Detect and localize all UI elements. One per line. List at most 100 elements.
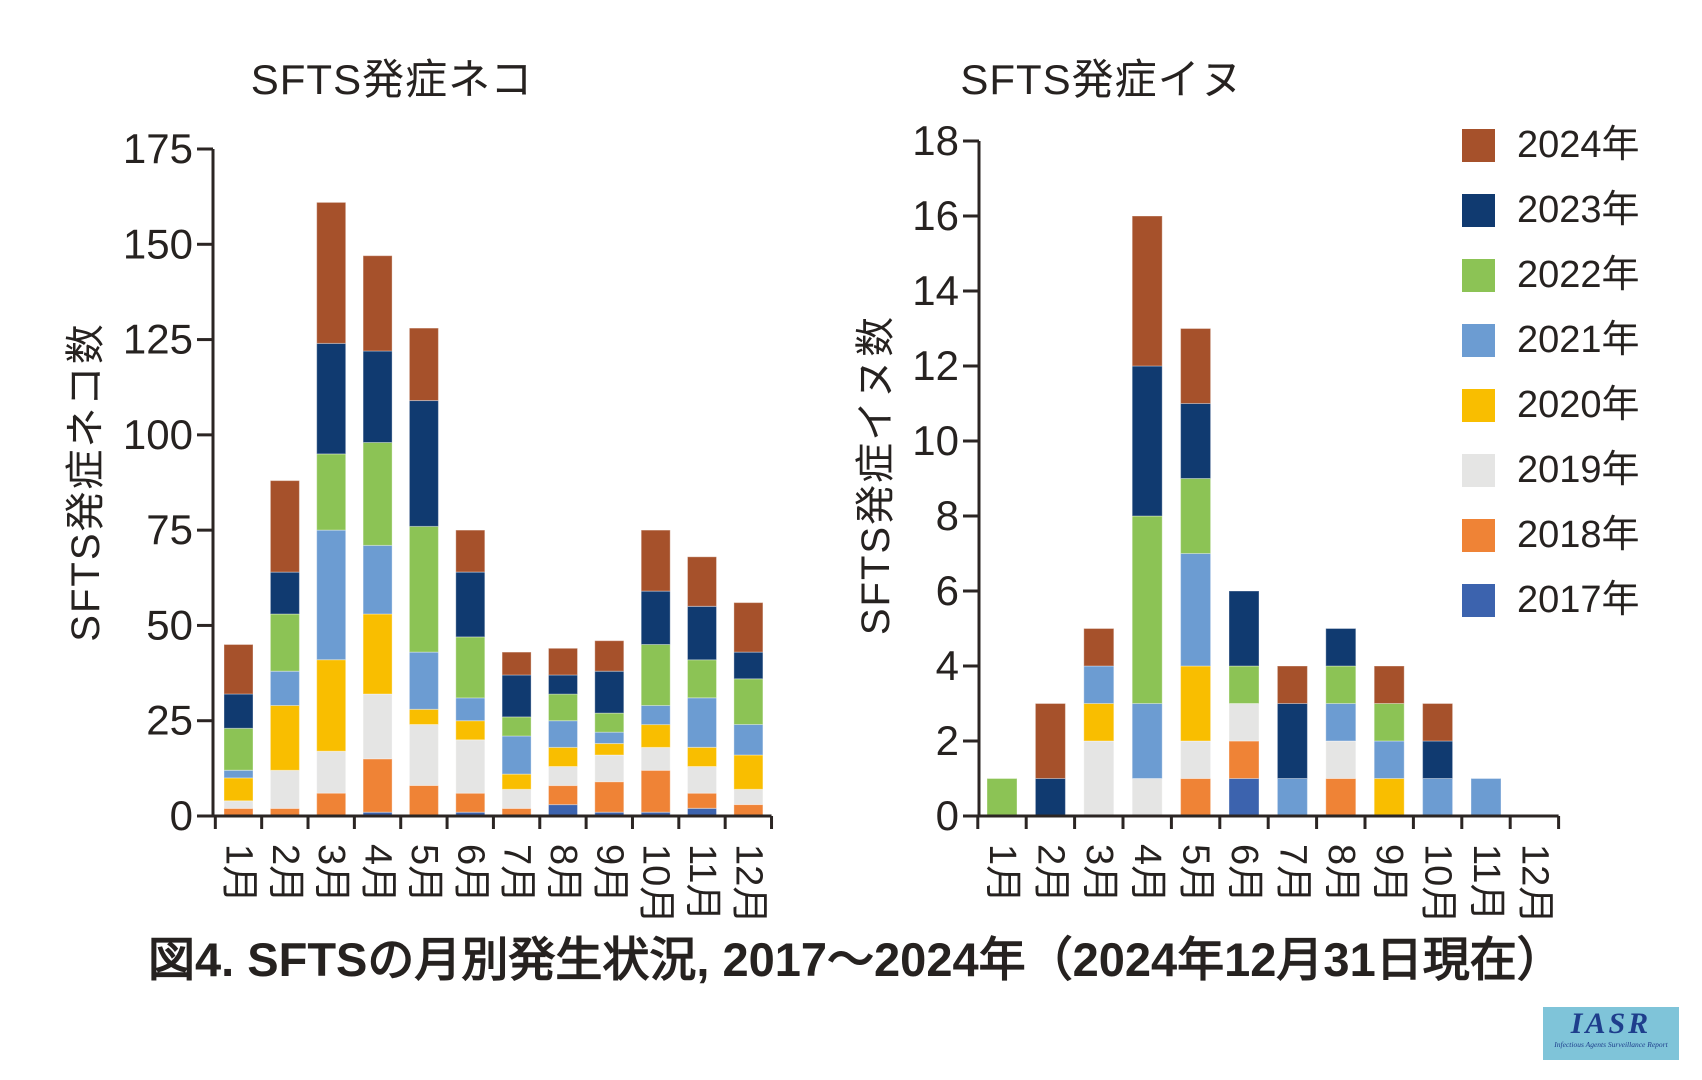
cats-bar-3月-2018年 — [316, 792, 347, 817]
cats-bar-6月-2020年 — [455, 720, 486, 741]
dogs-bar-6月-2023年 — [1228, 590, 1260, 667]
cats-bar-7月-2020年 — [501, 773, 532, 790]
dogs-bar-10月-2021年 — [1422, 778, 1454, 817]
cats-bar-12月-2019年 — [733, 788, 764, 805]
dogs-plot: 0 2 4 6 8 10 12 14 16 18 1月 2月 3月 4月 5月 6月 7月 8月 9月 10月 11月 1… — [912, 117, 1561, 924]
dogs-bar-8月-2023年 — [1325, 628, 1357, 667]
dogs-y-tick-label: 8 — [936, 492, 959, 539]
dogs-bar-9月-2022年 — [1373, 703, 1405, 742]
cats-bar-9月-2022年 — [594, 712, 625, 733]
cats-bar-1月-2023年 — [223, 693, 254, 729]
legend-item-2024年: 2024年 — [1462, 126, 1640, 164]
cats-bar-2月-2022年 — [269, 613, 300, 672]
dogs-bar-2月-2023年 — [1034, 778, 1066, 817]
legend-swatch-2018年 — [1462, 518, 1495, 552]
dogs-month-label-5月: 5月 — [1175, 844, 1217, 903]
dogs-y-tick-label: 18 — [912, 117, 959, 164]
cats-bar-6月-2023年 — [455, 571, 486, 638]
legend-swatch-2024年 — [1462, 128, 1495, 162]
cats-bar-4月-2021年 — [362, 544, 393, 615]
cats-bar-12月-2020年 — [733, 754, 764, 790]
dogs-bar-6月-2022年 — [1228, 665, 1260, 704]
legend-label-2019年: 2019年 — [1517, 449, 1640, 491]
cats-bar-9月-2020年 — [594, 743, 625, 756]
cats-bar-2月-2024年 — [269, 480, 300, 573]
dogs-bar-8月-2021年 — [1325, 703, 1357, 742]
dogs-bar-3月-2021年 — [1083, 665, 1115, 704]
cats-y-tick-label: 50 — [146, 601, 193, 648]
dogs-y-tick-label: 16 — [912, 192, 959, 239]
cats-bar-3月-2022年 — [316, 453, 347, 531]
cats-bar-12月-2021年 — [733, 724, 764, 756]
cats-bar-11月-2021年 — [687, 697, 717, 748]
dogs-month-label-11月: 11月 — [1465, 844, 1507, 921]
dogs-bar-10月-2024年 — [1422, 703, 1454, 742]
cats-bar-3月-2024年 — [316, 201, 347, 344]
cats-bar-7月-2024年 — [501, 651, 532, 676]
cats-bar-4月-2023年 — [362, 350, 393, 443]
dogs-bar-3月-2020年 — [1083, 703, 1115, 742]
dogs-bar-9月-2021年 — [1373, 740, 1405, 779]
legend-label-2022年: 2022年 — [1517, 254, 1640, 296]
legend-item-2021年: 2021年 — [1462, 321, 1640, 359]
legend-swatch-2023年 — [1462, 193, 1495, 227]
legend-swatch-2017年 — [1462, 583, 1495, 617]
dogs-month-label-4月: 4月 — [1126, 844, 1168, 903]
dogs-month-label-7月: 7月 — [1271, 844, 1313, 903]
dogs-bar-6月-2018年 — [1228, 740, 1260, 779]
cats-y-tick-label: 0 — [170, 792, 193, 839]
iasr-logo: IASR Infectious Agents Surveillance Repo… — [1543, 1007, 1679, 1060]
dogs-chart-title: SFTS発症イヌ — [960, 56, 1244, 103]
legend-item-2023年: 2023年 — [1462, 191, 1640, 229]
dogs-bar-4月-2021年 — [1131, 703, 1163, 779]
cats-month-label-2月: 2月 — [264, 844, 306, 903]
dogs-bar-3月-2024年 — [1083, 628, 1115, 667]
legend-label-2017年: 2017年 — [1517, 579, 1640, 621]
cats-bar-11月-2019年 — [687, 766, 717, 794]
dogs-y-tick-label: 2 — [936, 717, 959, 764]
legend-swatch-2021年 — [1462, 323, 1495, 357]
cats-bar-10月-2021年 — [640, 705, 671, 726]
dogs-month-label-12月: 12月 — [1513, 844, 1555, 924]
dogs-bar-2月-2024年 — [1034, 703, 1066, 779]
cats-bar-12月-2022年 — [733, 678, 764, 725]
dogs-y-tick-label: 12 — [912, 342, 959, 389]
dogs-bar-4月-2019年 — [1131, 778, 1163, 817]
dogs-bar-5月-2024年 — [1180, 328, 1212, 404]
cats-bar-5月-2020年 — [408, 708, 439, 725]
cats-bar-2月-2020年 — [269, 705, 300, 771]
cats-y-tick-label: 100 — [123, 411, 193, 458]
cats-bar-4月-2022年 — [362, 442, 393, 546]
cats-y-axis-label: SFTS発症ネコ数 — [64, 322, 108, 642]
cats-bar-4月-2019年 — [362, 693, 393, 760]
cats-bar-12月-2024年 — [733, 602, 764, 653]
dogs-bar-5月-2022年 — [1180, 478, 1212, 554]
dogs-month-label-2月: 2月 — [1029, 844, 1071, 903]
cats-bar-10月-2020年 — [640, 724, 671, 748]
cats-y-tick-label: 75 — [146, 506, 193, 553]
cats-bar-12月-2018年 — [733, 804, 764, 817]
cats-chart-title: SFTS発症ネコ — [250, 56, 534, 103]
legend-item-2017年: 2017年 — [1462, 579, 1640, 621]
cats-y-tick-label: 150 — [123, 220, 193, 267]
cats-bar-4月-2018年 — [362, 758, 393, 813]
legend-swatch-2022年 — [1462, 258, 1495, 292]
dogs-bar-9月-2024年 — [1373, 665, 1405, 704]
cats-bar-7月-2019年 — [501, 788, 532, 809]
cats-bar-1月-2021年 — [223, 769, 254, 779]
cats-bar-8月-2018年 — [548, 785, 578, 806]
dogs-bar-5月-2019年 — [1180, 740, 1212, 779]
cats-plot: 0 25 50 75 100 125 150 175 1月 2月 3月 4月 5月 6月 7月 8月 9月 10月… — [123, 125, 774, 924]
cats-bar-8月-2024年 — [548, 647, 578, 676]
dogs-bar-7月-2023年 — [1276, 703, 1308, 779]
dogs-month-label-3月: 3月 — [1078, 844, 1120, 903]
cats-bar-12月-2023年 — [733, 651, 764, 680]
cats-month-label-4月: 4月 — [357, 844, 399, 903]
dogs-y-axis-label: SFTS発症イヌ数 — [854, 314, 898, 636]
cats-bar-1月-2020年 — [223, 777, 254, 802]
cats-bar-9月-2023年 — [594, 670, 625, 714]
dogs-bar-5月-2023年 — [1180, 403, 1212, 479]
cats-bar-9月-2024年 — [594, 640, 625, 672]
cats-bar-11月-2024年 — [687, 556, 717, 607]
cats-bar-6月-2022年 — [455, 636, 486, 699]
